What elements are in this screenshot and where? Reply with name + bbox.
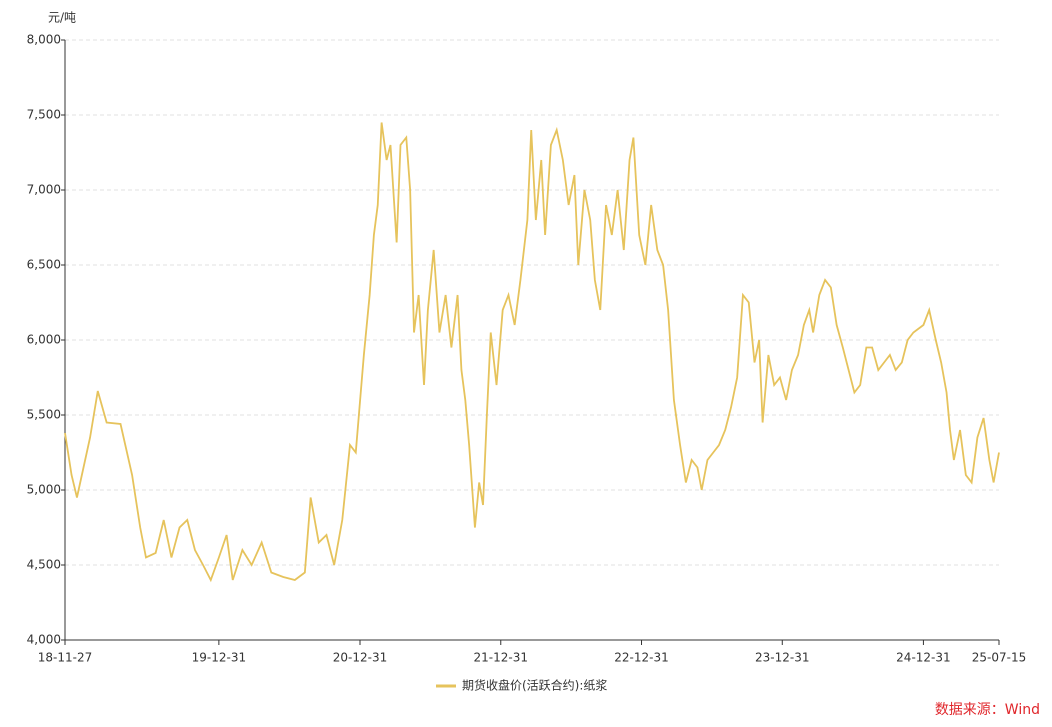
y-tick-label: 5,500	[27, 408, 61, 422]
x-tick-label: 21-12-31	[474, 651, 528, 665]
y-unit: 元/吨	[48, 11, 76, 25]
x-tick-label: 18-11-27	[38, 651, 92, 665]
y-tick-label: 8,000	[27, 33, 61, 47]
y-tick-label: 5,000	[27, 483, 61, 497]
x-tick-label: 19-12-31	[192, 651, 246, 665]
legend-label: 期货收盘价(活跃合约):纸浆	[462, 678, 607, 693]
x-tick-label: 24-12-31	[896, 651, 950, 665]
y-tick-label: 4,500	[27, 558, 61, 572]
y-tick-label: 4,000	[27, 633, 61, 647]
x-tick-label: 25-07-15	[972, 651, 1026, 665]
y-tick-label: 6,000	[27, 333, 61, 347]
x-tick-label: 23-12-31	[755, 651, 809, 665]
line	[64, 122, 1000, 583]
y-tick-label: 7,500	[27, 108, 61, 122]
source: 数据来源：Wind	[935, 702, 1040, 718]
y-tick-label: 7,000	[27, 183, 61, 197]
x-tick-label: 20-12-31	[333, 651, 387, 665]
y-tick-label: 6,500	[27, 258, 61, 272]
x-tick-label: 22-12-31	[614, 651, 668, 665]
